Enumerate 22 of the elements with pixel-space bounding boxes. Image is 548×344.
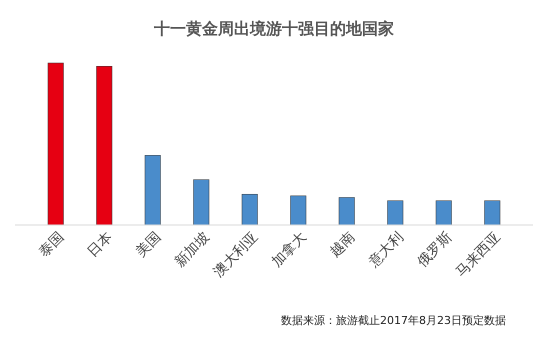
bar [144,155,161,226]
chart-title: 十一黄金周出境游十强目的地国家 [153,19,394,38]
x-tick-label: 新加坡 [172,229,213,270]
bar [193,179,210,226]
x-tick-label: 俄罗斯 [414,229,456,270]
bar [484,200,500,226]
bar [436,200,452,226]
x-tick-label: 美国 [133,229,164,260]
source-note: 数据来源：旅游截止2017年8月23日预定数据 [281,314,506,327]
bar [242,194,258,226]
bar [48,62,64,226]
x-tick-label: 加拿大 [268,229,310,270]
bar [387,200,404,226]
x-tick-label: 日本 [84,229,116,260]
bar [290,196,306,226]
bar [96,66,112,226]
x-tick-label: 澳大利亚 [210,229,262,280]
x-tick-label: 泰国 [36,229,68,260]
bar [338,197,355,226]
x-tick-label: 马来西亚 [452,229,504,280]
x-tick-label: 越南 [327,229,358,260]
x-tick-label: 意大利 [365,229,407,271]
